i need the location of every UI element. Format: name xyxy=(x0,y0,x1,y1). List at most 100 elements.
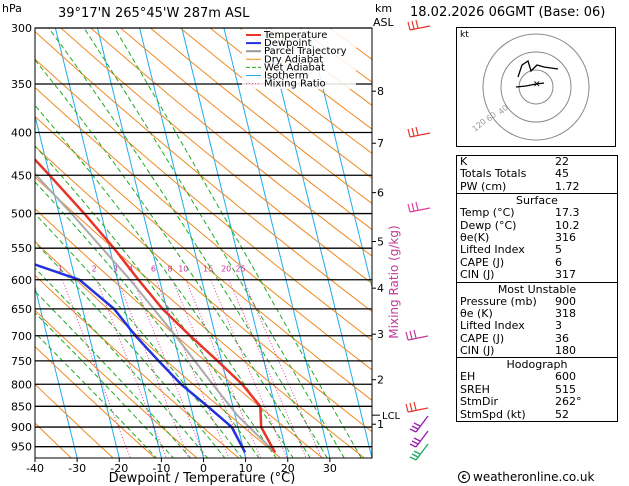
height-tick-label: 7 xyxy=(377,137,384,150)
wind-barb-icon xyxy=(409,443,429,461)
hodo-storm-motion xyxy=(515,82,545,88)
dry-adiabat-line xyxy=(35,86,372,371)
mixing-ratio-label: 3 xyxy=(113,265,118,274)
isotherm-line xyxy=(307,28,372,290)
hodograph-row: SREH 515 xyxy=(460,382,576,396)
wind-barb-icon xyxy=(409,415,429,433)
wind-barb-icon xyxy=(405,401,429,413)
wind-barb-icon xyxy=(405,329,429,341)
dry-adiabat-line xyxy=(35,30,372,313)
mixing-ratio-label: 4 xyxy=(128,265,133,274)
hpa-label: hPa xyxy=(2,2,22,15)
surface-row: CIN (J) 317 xyxy=(460,268,576,282)
wind-barb-icon xyxy=(407,201,431,213)
legend-label: Mixing Ratio xyxy=(264,79,326,90)
pressure-tick-label: 650 xyxy=(11,303,32,316)
pressure-tick-label: 500 xyxy=(11,208,32,221)
dry-adiabat-line xyxy=(120,28,372,231)
dry-adiabat-line xyxy=(209,28,372,154)
x-tick-label: -10 xyxy=(152,462,170,475)
dry-adiabat-line xyxy=(35,240,281,458)
most-unstable-row: CIN (J) 180 xyxy=(460,344,576,358)
x-tick-label: 10 xyxy=(239,462,253,475)
lcl-label: LCL xyxy=(382,411,401,422)
most-unstable-row: θe (K) 318 xyxy=(460,306,576,320)
dry-adiabat-line xyxy=(35,145,372,433)
dry-adiabat-line xyxy=(90,28,372,257)
mixing-ratio-line xyxy=(242,279,323,458)
dewpoint-series xyxy=(35,263,247,453)
legend-label: Dewpoint xyxy=(264,38,312,49)
dry-adiabat-line xyxy=(35,58,372,341)
legend-label: Temperature xyxy=(263,30,327,41)
wet-adiabat-line xyxy=(35,290,192,458)
pressure-tick-label: 700 xyxy=(11,330,32,343)
mixing-ratio-line xyxy=(172,279,247,458)
legend-label: Wet Adiabat xyxy=(264,62,325,73)
hodo-ring xyxy=(482,33,590,141)
x-tick-label: 0 xyxy=(200,462,207,475)
mixing-ratio-axis-title: Mixing Ratio (g/kg) xyxy=(387,225,401,338)
sounding-series xyxy=(35,157,277,454)
wind-barb-icon xyxy=(407,19,431,31)
x-tick-label: -40 xyxy=(26,462,44,475)
surface-title: Surface xyxy=(516,194,558,208)
height-tick-label: 3 xyxy=(377,328,384,341)
mixing-ratio-label: 15 xyxy=(203,265,213,274)
index-row-totals: Totals Totals 45 xyxy=(460,167,569,181)
mixing-ratio-line xyxy=(96,279,167,458)
surface-row: Dewp (°C) 10.2 xyxy=(460,218,580,232)
mixing-ratio-line xyxy=(117,279,189,458)
pressure-tick-label: 400 xyxy=(11,126,32,139)
height-tick-label: 1 xyxy=(377,418,384,431)
isotherm-line xyxy=(223,28,331,458)
mixing-ratio-label: 25 xyxy=(236,265,246,274)
parcel-trajectory-series xyxy=(35,172,276,454)
pressure-tick-label: 550 xyxy=(11,242,32,255)
surface-row: CAPE (J) 6 xyxy=(460,255,562,269)
legend-label: Parcel Trajectory xyxy=(264,46,347,57)
mixing-ratio-line xyxy=(210,279,288,458)
index-row-k: K 22 xyxy=(460,155,569,168)
pressure-tick-label: 900 xyxy=(11,421,32,434)
mixing-ratio-label: 6 xyxy=(151,265,156,274)
mixing-ratio-label: 10 xyxy=(178,265,188,274)
dry-adiabat-line xyxy=(179,28,372,179)
indices-table: K 22 Totals Totals 45 PW (cm) 1.72 Surface … xyxy=(456,155,618,423)
legend-label: Isotherm xyxy=(264,71,308,82)
height-tick-label: 4 xyxy=(377,282,384,295)
pressure-tick-label: 850 xyxy=(11,400,32,413)
wet-adiabat-line xyxy=(35,241,226,458)
most-unstable-row: CAPE (J) 36 xyxy=(460,331,569,345)
x-axis-title: Dewpoint / Temperature (°C) xyxy=(109,471,296,486)
x-tick-label: -20 xyxy=(110,462,128,475)
dry-adiabat-line xyxy=(35,115,372,401)
dry-adiabat-line xyxy=(35,383,114,458)
most-unstable-row: Pressure (mb) 900 xyxy=(460,294,576,308)
pressure-tick-label: 300 xyxy=(11,22,32,35)
km-label: km xyxy=(375,2,392,15)
mixing-ratio-label: 2 xyxy=(92,265,97,274)
wind-barb-icon xyxy=(409,430,429,448)
hodograph-row: StmDir 262° xyxy=(460,395,582,409)
hodo-unit: kt xyxy=(460,30,469,40)
hodograph-title: Hodograph xyxy=(506,358,568,372)
surface-row: θe(K) 316 xyxy=(460,230,576,244)
wind-barbs xyxy=(405,19,431,461)
height-tick-label: 6 xyxy=(377,187,384,200)
pressure-tick-label: 350 xyxy=(11,78,32,91)
most-unstable-row: Lifted Index 3 xyxy=(460,319,562,333)
mixing-ratio-line xyxy=(228,279,307,458)
surface-row: Lifted Index 5 xyxy=(460,243,562,257)
legend-label: Dry Adiabat xyxy=(264,54,323,65)
copyright: c weatheronline.co.uk xyxy=(458,470,594,484)
x-tick-label: -30 xyxy=(68,462,86,475)
dry-adiabat-line xyxy=(35,309,198,458)
pressure-tick-label: 800 xyxy=(11,378,32,391)
mixing-ratio-label: 8 xyxy=(167,265,172,274)
dry-adiabat-line xyxy=(60,28,372,285)
pressure-tick-label: 600 xyxy=(11,274,32,287)
location-label: 39°17'N 265°45'W 287m ASL xyxy=(58,6,250,21)
